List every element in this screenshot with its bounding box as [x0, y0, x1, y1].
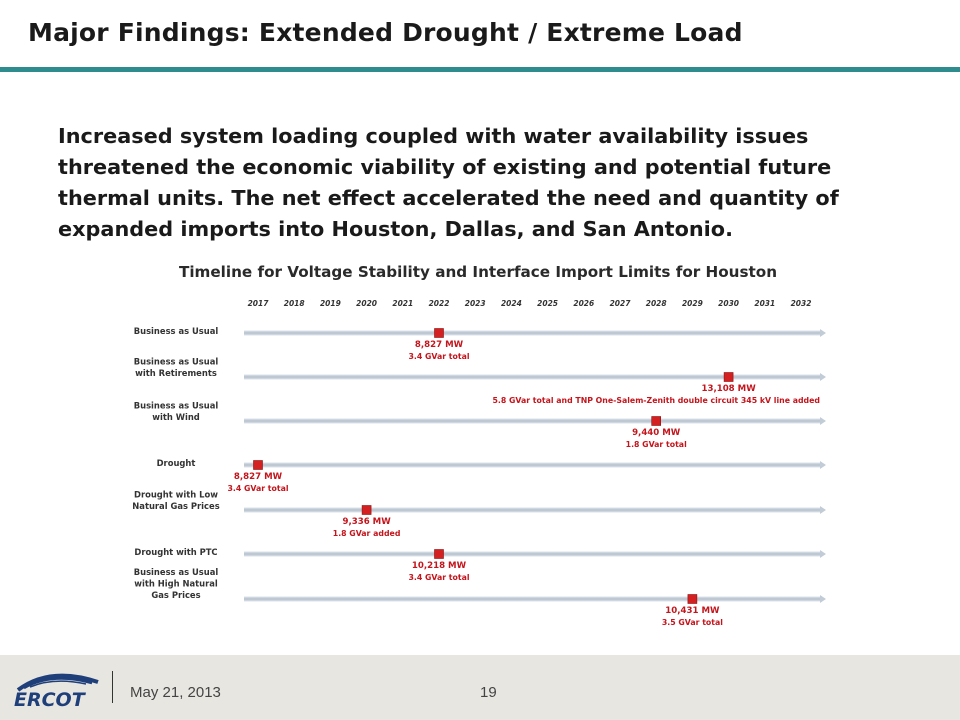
- footer-divider: [112, 671, 113, 703]
- scenario-marker: [434, 549, 444, 559]
- year-tick-label: 2022: [429, 299, 450, 308]
- year-tick-label: 2025: [537, 299, 558, 308]
- year-axis: 2017 2018 2019 2020 2021 2022 2023 2024 2025 2026…: [248, 299, 812, 308]
- footer-bar: [0, 655, 960, 720]
- timeline-arrowhead: [820, 373, 826, 381]
- scenario-marker: [361, 505, 372, 515]
- ercot-logo: ERCOT: [14, 673, 99, 710]
- timeline-arrowhead: [820, 595, 826, 603]
- timeline-bar: [244, 374, 820, 380]
- scenario-detail: 5.8 GVar total and TNP One-Salem-Zenith …: [492, 396, 820, 405]
- scenario-label: Business as Usual: [134, 401, 219, 411]
- scenario-label: with Retirements: [135, 368, 217, 378]
- scenario-label: Drought with Low: [134, 490, 218, 500]
- year-tick-label: 2026: [573, 299, 594, 308]
- scenario-marker: [253, 460, 263, 470]
- year-tick-label: 2021: [392, 299, 413, 308]
- timeline-bar: [244, 507, 820, 513]
- scenario-label: Gas Prices: [151, 590, 200, 600]
- scenario-detail: 3.4 GVar total: [227, 484, 288, 493]
- year-tick-label: 2032: [791, 299, 812, 308]
- title-divider: [0, 67, 960, 72]
- scenario-label: Business as Usual: [134, 567, 219, 577]
- scenario-detail: 1.8 GVar added: [333, 529, 401, 538]
- timeline-arrowhead: [820, 550, 826, 558]
- scenario-marker: [651, 416, 662, 426]
- scenario-label: with High Natural: [134, 579, 218, 589]
- scenario-label: Natural Gas Prices: [132, 501, 219, 511]
- scenario-detail: 3.5 GVar total: [662, 618, 723, 627]
- year-tick-label: 2029: [682, 299, 703, 308]
- scenario-row: Drought with PTC 10,218 MW 3.4 GVar total: [134, 547, 826, 582]
- scenario-marker: [723, 372, 734, 382]
- timeline-bar: [244, 551, 820, 557]
- timeline-bar: [244, 330, 820, 336]
- timeline-bar: [244, 418, 820, 424]
- year-tick-label: 2017: [248, 299, 270, 308]
- year-tick-label: 2024: [501, 299, 522, 308]
- year-tick-label: 2027: [610, 299, 632, 308]
- scenario-value: 10,431 MW: [665, 606, 720, 616]
- scenario-detail: 3.4 GVar total: [408, 352, 469, 361]
- scenario-marker: [434, 328, 444, 338]
- timeline-arrowhead: [820, 329, 826, 337]
- scenario-value: 10,218 MW: [412, 561, 467, 571]
- scenario-label: Drought with PTC: [134, 547, 217, 557]
- year-tick-label: 2019: [320, 299, 341, 308]
- scenario-label: Business as Usual: [134, 357, 219, 367]
- scenario-value: 8,827 MW: [234, 472, 283, 482]
- scenario-detail: 3.4 GVar total: [408, 573, 469, 582]
- scenario-value: 9,336 MW: [342, 517, 391, 527]
- scenario-row: Drought 8,827 MW 3.4 GVar total: [157, 458, 826, 493]
- scenario-label: Drought: [157, 458, 196, 468]
- scenario-value: 8,827 MW: [415, 340, 464, 350]
- year-tick-label: 2023: [465, 299, 486, 308]
- year-tick-label: 2030: [718, 299, 739, 308]
- page-number: 19: [480, 684, 497, 701]
- timeline-arrowhead: [820, 506, 826, 514]
- year-tick-label: 2018: [284, 299, 305, 308]
- footer-date: May 21, 2013: [130, 684, 221, 701]
- scenario-value: 13,108 MW: [702, 384, 757, 394]
- scenario-label: with Wind: [152, 412, 200, 422]
- timeline-bar: [244, 462, 820, 468]
- slide-title: Major Findings: Extended Drought / Extre…: [28, 18, 743, 47]
- timeline-figure: Timeline for Voltage Stability and Inter…: [132, 263, 826, 627]
- scenario-detail: 1.8 GVar total: [626, 440, 687, 449]
- timeline-arrowhead: [820, 417, 826, 425]
- year-tick-label: 2028: [646, 299, 667, 308]
- body-paragraph: Increased system loading coupled with wa…: [58, 124, 839, 241]
- scenario-row: Business as Usual 8,827 MW 3.4 GVar total: [134, 326, 826, 361]
- timeline-bar: [244, 596, 820, 602]
- scenario-label: Business as Usual: [134, 326, 219, 336]
- year-tick-label: 2020: [356, 299, 377, 308]
- figure-title: Timeline for Voltage Stability and Inter…: [179, 263, 777, 281]
- scenario-value: 9,440 MW: [632, 428, 681, 438]
- logo-wordmark: ERCOT: [14, 689, 87, 710]
- timeline-arrowhead: [820, 461, 826, 469]
- year-tick-label: 2031: [754, 299, 775, 308]
- scenario-marker: [687, 594, 698, 604]
